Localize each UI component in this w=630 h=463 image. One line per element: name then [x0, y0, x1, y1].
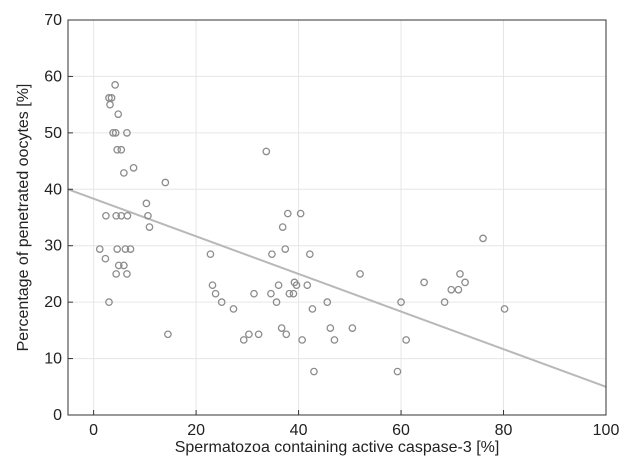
y-tick-label: 0	[53, 407, 62, 424]
data-point	[129, 163, 138, 172]
data-point	[164, 330, 172, 339]
data-point	[303, 281, 312, 290]
data-point	[113, 245, 122, 253]
data-point	[308, 305, 317, 313]
data-point	[217, 298, 226, 306]
data-point	[402, 336, 411, 344]
data-point	[254, 330, 263, 339]
data-point	[206, 250, 215, 259]
data-point	[281, 245, 290, 253]
data-point	[245, 330, 253, 339]
y-tick-label: 40	[44, 181, 62, 198]
y-tick-label: 70	[44, 12, 62, 29]
data-point	[277, 324, 286, 332]
data-point	[285, 289, 294, 298]
data-point	[292, 281, 301, 290]
data-point	[117, 145, 126, 154]
y-tick-label: 60	[44, 68, 62, 85]
data-point	[126, 245, 135, 253]
x-tick-label: 20	[187, 422, 205, 439]
data-point	[119, 169, 128, 177]
x-tick-label: 80	[495, 422, 513, 439]
data-point	[274, 281, 283, 290]
data-point	[267, 289, 275, 298]
data-point	[323, 298, 332, 306]
data-point	[114, 261, 123, 270]
data-point	[479, 234, 487, 243]
data-point	[330, 336, 339, 344]
x-tick-label: 60	[392, 422, 410, 439]
x-axis-label: Spermatozoa containing active caspase-3 …	[175, 439, 500, 456]
x-tick-label: 100	[593, 422, 620, 439]
regression-line	[67, 188, 607, 388]
data-point	[123, 211, 132, 220]
data-point	[454, 285, 463, 294]
data-point	[250, 289, 258, 298]
data-point	[114, 110, 123, 119]
data-point	[106, 100, 114, 109]
data-point	[326, 324, 335, 332]
data-point	[211, 289, 220, 298]
data-point	[272, 298, 281, 306]
grid-lines	[68, 19, 607, 416]
data-point	[262, 147, 271, 156]
data-point	[447, 285, 456, 294]
data-point	[145, 223, 154, 231]
data-points	[95, 81, 509, 376]
data-point	[112, 270, 121, 278]
data-point	[348, 324, 357, 332]
y-tick-label: 20	[44, 294, 62, 311]
data-point	[112, 211, 121, 220]
data-point	[111, 129, 120, 137]
y-tick-label: 50	[44, 125, 62, 142]
data-point	[397, 298, 405, 306]
data-point	[500, 305, 509, 313]
data-point	[105, 298, 113, 306]
data-point	[393, 367, 402, 376]
data-point	[144, 211, 152, 220]
data-point	[95, 245, 104, 253]
data-point	[305, 250, 314, 259]
plot-frame	[67, 19, 607, 416]
data-point	[356, 270, 364, 278]
data-point	[123, 129, 131, 137]
x-tick-label: 40	[290, 422, 308, 439]
data-point	[461, 278, 469, 287]
y-axis-ticks: 0 10 20 30 40 50 60 70	[44, 12, 73, 424]
y-tick-label: 10	[44, 351, 62, 368]
data-point	[101, 254, 110, 263]
data-point	[102, 211, 110, 220]
data-point	[278, 223, 287, 231]
x-axis-ticks: 0 20 40 60 80 100	[89, 410, 619, 439]
data-point	[161, 178, 170, 187]
data-point	[298, 336, 307, 344]
data-point	[142, 199, 151, 208]
data-point	[268, 250, 276, 259]
data-point	[119, 261, 128, 270]
data-point	[296, 209, 305, 218]
data-point	[123, 270, 131, 278]
data-point	[113, 145, 122, 154]
data-point	[289, 289, 298, 298]
y-tick-label: 30	[44, 238, 62, 255]
data-point	[111, 81, 119, 89]
y-axis-label: Percentage of penetrated oocytes [%]	[15, 84, 32, 352]
data-point	[283, 209, 292, 218]
data-point	[420, 278, 428, 287]
data-point	[456, 270, 464, 278]
data-point	[109, 129, 117, 137]
data-point	[229, 305, 238, 313]
data-point	[107, 94, 116, 102]
data-point	[440, 298, 449, 306]
data-point	[282, 330, 291, 339]
data-point	[208, 281, 217, 290]
data-point	[310, 367, 318, 376]
x-tick-label: 0	[89, 422, 98, 439]
data-point	[239, 336, 248, 344]
data-point	[121, 245, 130, 253]
